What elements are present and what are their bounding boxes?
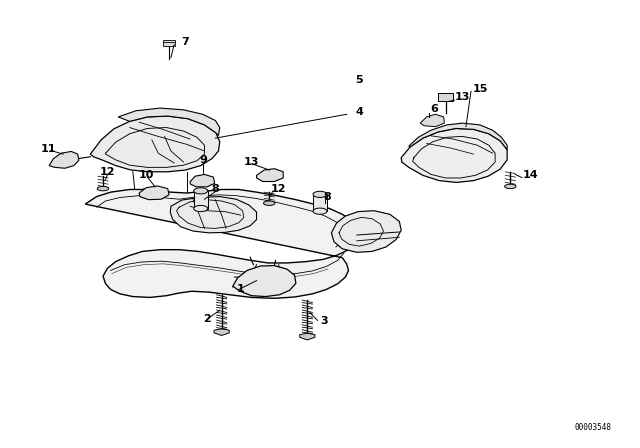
Ellipse shape bbox=[504, 184, 516, 189]
Ellipse shape bbox=[194, 206, 208, 211]
Ellipse shape bbox=[313, 191, 327, 198]
Text: 7: 7 bbox=[182, 37, 189, 47]
Text: 12: 12 bbox=[99, 167, 115, 177]
Polygon shape bbox=[90, 116, 220, 172]
Ellipse shape bbox=[97, 186, 109, 191]
Text: 8: 8 bbox=[324, 192, 332, 202]
Text: 10: 10 bbox=[139, 170, 154, 181]
FancyBboxPatch shape bbox=[163, 39, 175, 46]
Polygon shape bbox=[85, 190, 356, 298]
Text: 8: 8 bbox=[211, 185, 219, 194]
Bar bbox=[313, 194, 327, 211]
Polygon shape bbox=[257, 169, 284, 181]
Text: 00003548: 00003548 bbox=[574, 423, 611, 432]
Text: 4: 4 bbox=[356, 107, 364, 116]
Text: 11: 11 bbox=[40, 144, 56, 154]
Bar bbox=[194, 191, 208, 208]
Polygon shape bbox=[118, 108, 220, 135]
Polygon shape bbox=[190, 174, 214, 187]
Ellipse shape bbox=[194, 188, 208, 194]
Text: 3: 3 bbox=[320, 316, 328, 326]
Text: 5: 5 bbox=[356, 75, 363, 85]
Polygon shape bbox=[49, 151, 79, 168]
Polygon shape bbox=[332, 211, 401, 252]
Text: 15: 15 bbox=[472, 84, 488, 94]
Text: 13: 13 bbox=[454, 92, 470, 103]
Ellipse shape bbox=[264, 201, 275, 206]
Text: 2: 2 bbox=[204, 314, 211, 324]
Text: 6: 6 bbox=[430, 104, 438, 114]
Polygon shape bbox=[139, 186, 169, 200]
Text: 9: 9 bbox=[200, 155, 207, 165]
Polygon shape bbox=[420, 114, 444, 127]
FancyBboxPatch shape bbox=[438, 94, 453, 101]
Text: 12: 12 bbox=[271, 185, 286, 194]
Polygon shape bbox=[409, 123, 507, 150]
Polygon shape bbox=[170, 197, 257, 233]
Polygon shape bbox=[300, 333, 315, 340]
Text: 13: 13 bbox=[244, 157, 259, 167]
Polygon shape bbox=[232, 266, 296, 297]
Polygon shape bbox=[214, 329, 229, 336]
Polygon shape bbox=[401, 129, 507, 182]
Ellipse shape bbox=[313, 208, 327, 214]
Text: 14: 14 bbox=[523, 170, 539, 181]
Text: 1: 1 bbox=[236, 284, 244, 294]
